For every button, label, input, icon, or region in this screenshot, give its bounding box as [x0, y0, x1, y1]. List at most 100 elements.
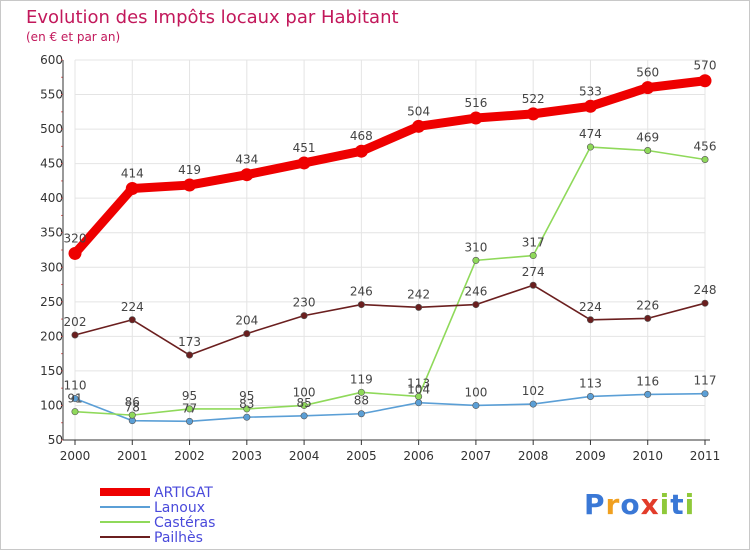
data-label-pailh-s-2011: 248 [694, 283, 717, 297]
data-label-lanoux-2003: 83 [239, 397, 254, 411]
data-label-lanoux-2011: 117 [694, 374, 717, 388]
y-tick-label-450: 450 [40, 157, 63, 171]
data-label-cast-ras-2001: 86 [125, 395, 140, 409]
data-labels: 110 78 77 83 85 88 104 100 102 113 116 117 91 86 95 95 1… [64, 59, 717, 416]
series-lanoux [71, 390, 709, 425]
logo-letter: r [605, 488, 621, 521]
point-lanoux-2010 [644, 390, 652, 398]
point-lanoux-2008 [529, 400, 537, 408]
point-artigat-2000 [68, 246, 82, 260]
data-label-cast-ras-2006: 113 [407, 376, 430, 390]
point-cast-ras-2011 [701, 155, 709, 163]
x-tick-label-2004: 2004 [289, 449, 320, 463]
point-cast-ras-2000 [71, 408, 79, 416]
point-pailh-s-2002 [186, 351, 194, 359]
point-lanoux-2006 [415, 399, 423, 407]
data-label-pailh-s-2007: 246 [464, 285, 487, 299]
x-tick-label-2001: 2001 [117, 449, 148, 463]
data-label-lanoux-2006: 104 [407, 383, 430, 397]
point-pailh-s-2004 [300, 312, 308, 320]
data-label-cast-ras-2003: 95 [239, 389, 254, 403]
x-tick-label-2007: 2007 [461, 449, 492, 463]
logo-letter: i [684, 488, 696, 521]
point-cast-ras-2008 [529, 252, 537, 260]
legend-label-pailh-s: Pailhès [154, 530, 203, 546]
legend-label-artigat: ARTIGAT [154, 485, 213, 501]
point-pailh-s-2001 [128, 316, 136, 324]
x-tick-label-2000: 2000 [60, 449, 91, 463]
data-label-pailh-s-2002: 173 [178, 335, 201, 349]
point-pailh-s-2003 [243, 330, 251, 338]
data-label-lanoux-2007: 100 [464, 385, 487, 399]
point-cast-ras-2005 [357, 388, 365, 396]
line-cast-ras [74, 146, 706, 416]
point-cast-ras-2004 [300, 401, 308, 409]
data-label-artigat-2009: 533 [579, 84, 602, 98]
data-label-cast-ras-2002: 95 [182, 389, 197, 403]
point-cast-ras-2007 [472, 256, 480, 264]
data-label-pailh-s-2008: 274 [522, 265, 545, 279]
y-tick-label-500: 500 [40, 122, 63, 136]
y-tick-label-600: 600 [40, 53, 63, 67]
point-pailh-s-2011 [701, 299, 709, 307]
logo-letter: o [620, 488, 641, 521]
point-artigat-2004 [297, 156, 311, 170]
legend-label-cast-ras: Castéras [154, 515, 215, 531]
axes: 50 100 150 200 250 300 350 400 450 500 550 600 2000 2… [40, 53, 720, 463]
data-label-cast-ras-2000: 91 [67, 392, 82, 406]
data-label-artigat-2008: 522 [522, 92, 545, 106]
point-pailh-s-2009 [586, 316, 594, 324]
x-tick-label-2010: 2010 [632, 449, 663, 463]
x-tick-label-2006: 2006 [403, 449, 434, 463]
data-label-artigat-2000: 320 [64, 231, 87, 245]
point-cast-ras-2009 [586, 143, 594, 151]
y-tick-label-350: 350 [40, 226, 63, 240]
legend-label-lanoux: Lanoux [154, 500, 205, 516]
data-label-artigat-2004: 451 [293, 141, 316, 155]
data-label-cast-ras-2011: 456 [694, 139, 717, 153]
line-lanoux [74, 392, 706, 423]
data-label-lanoux-2008: 102 [522, 384, 545, 398]
chart-subtitle: (en € et par an) [26, 30, 120, 44]
y-tick-label-200: 200 [40, 329, 63, 343]
line-artigat [70, 76, 710, 258]
data-label-lanoux-2004: 85 [296, 396, 311, 410]
data-label-lanoux-2005: 88 [354, 394, 369, 408]
data-label-pailh-s-2010: 226 [636, 298, 659, 312]
data-label-artigat-2010: 560 [636, 66, 659, 80]
data-label-cast-ras-2007: 310 [464, 240, 487, 254]
point-cast-ras-2001 [128, 411, 136, 419]
x-tick-label-2005: 2005 [346, 449, 377, 463]
point-artigat-2007 [469, 111, 483, 125]
x-tick-label-2011: 2011 [690, 449, 721, 463]
point-lanoux-2011 [701, 390, 709, 398]
point-pailh-s-2008 [529, 281, 537, 289]
point-pailh-s-2010 [644, 314, 652, 322]
point-artigat-2011 [698, 74, 712, 88]
point-artigat-2009 [583, 99, 597, 113]
point-cast-ras-2006 [415, 392, 423, 400]
data-label-cast-ras-2010: 469 [636, 131, 659, 145]
data-label-artigat-2005: 468 [350, 129, 373, 143]
data-label-cast-ras-2005: 119 [350, 372, 373, 386]
point-lanoux-2007 [472, 401, 480, 409]
point-artigat-2001 [125, 182, 139, 196]
point-artigat-2003 [240, 168, 254, 182]
logo-letter: t [670, 488, 685, 521]
logo-letter: P [584, 488, 606, 521]
data-label-lanoux-2010: 116 [636, 374, 659, 388]
y-tick-label-550: 550 [40, 88, 63, 102]
point-pailh-s-2005 [357, 301, 365, 309]
point-lanoux-2003 [243, 413, 251, 421]
point-lanoux-2005 [357, 410, 365, 418]
chart-title: Evolution des Impôts locaux par Habitant [26, 7, 399, 28]
x-tick-label-2003: 2003 [232, 449, 263, 463]
data-label-artigat-2003: 434 [235, 153, 258, 167]
series-pailh-s [71, 281, 709, 359]
data-label-pailh-s-2000: 202 [64, 315, 87, 329]
data-label-pailh-s-2001: 224 [121, 300, 144, 314]
y-tick-label-100: 100 [40, 398, 63, 412]
y-tick-label-250: 250 [40, 295, 63, 309]
